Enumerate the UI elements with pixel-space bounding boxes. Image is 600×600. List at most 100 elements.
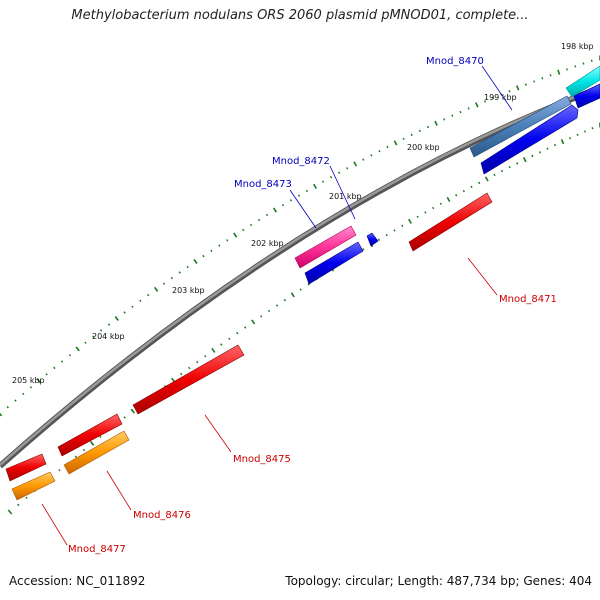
tick-mark [123,311,126,314]
tick-mark [281,203,285,207]
gene-block-mnod-8472[interactable] [304,241,364,285]
tick-mark [236,331,239,335]
tick-mark [475,102,479,108]
tick-mark [566,68,568,71]
gene-block-cyan[interactable] [565,65,600,98]
tick-mark [576,133,579,137]
tick-mark [568,136,572,140]
leader-line-mnod-8477 [41,503,68,546]
tick-mark [14,399,17,402]
tick-mark [17,503,20,507]
tick-mark [418,129,421,133]
tick-mark [583,130,587,133]
tick-mark [196,360,199,364]
tick-mark [22,392,25,396]
gene-block-mnod-8473[interactable] [294,225,357,269]
tick-mark [130,408,135,414]
tick-mark [337,171,341,174]
gene-label-mnod-8471[interactable]: Mnod_8471 [499,294,557,305]
tick-mark [560,139,565,145]
tick-mark [362,158,365,161]
gene-block-mnod-8477[interactable] [11,471,56,501]
leader-line-mnod-8470 [481,65,513,111]
tick-mark [299,288,302,291]
tick-mark [68,354,72,357]
tick-mark [139,299,142,302]
kbp-label: 202 kbp [251,239,284,248]
tick-mark [53,366,56,370]
tick-mark [484,176,489,182]
gene-label-mnod-8473[interactable]: Mnod_8473 [234,179,292,190]
tick-mark [260,315,263,318]
tick-mark [434,120,438,126]
tick-mark [123,416,126,419]
tick-mark [84,341,87,344]
tick-mark [538,151,542,154]
backbone-highlight [0,85,600,466]
tick-mark [426,125,430,129]
footer-accession: Accession: NC_011892 [9,574,146,588]
gene-block-mnod-8470[interactable] [469,95,572,158]
tick-mark [443,118,446,121]
tick-mark [467,107,470,110]
tick-mark [410,133,413,137]
tick-mark [210,249,213,252]
tick-mark [522,157,527,163]
tick-mark [378,149,381,153]
tick-mark [362,248,365,251]
tick-mark [533,80,536,83]
tick-mark [218,244,221,247]
gene-label-mnod-8470[interactable]: Mnod_8470 [426,56,484,67]
gene-label-mnod-8472[interactable]: Mnod_8472 [272,156,330,167]
tick-mark [393,140,398,146]
outer-tick-track [0,55,600,417]
tick-mark [462,189,465,193]
gene-block-red-lower[interactable] [57,413,123,457]
tick-mark [439,202,442,205]
tick-mark [290,292,295,298]
tick-mark [307,283,310,286]
tick-mark [153,286,159,292]
gene-label-mnod-8477[interactable]: Mnod_8477 [68,544,126,555]
tick-mark [483,100,487,103]
tick-mark [99,435,102,439]
tick-mark [508,90,511,93]
gene-block-blue-long[interactable] [480,104,579,175]
kbp-label: 205 kbp [12,376,45,385]
tick-mark [516,85,520,91]
tick-mark [186,265,189,269]
tick-mark [574,65,577,68]
tick-mark [75,346,80,352]
tick-mark [251,319,256,325]
tick-mark [162,282,166,285]
kbp-label: 201 kbp [329,192,362,201]
gene-block-red-small[interactable] [5,453,47,482]
gene-block-mnod-8471[interactable] [408,192,493,252]
tick-mark [546,147,549,150]
tick-mark [267,309,271,313]
tick-mark [170,276,173,280]
tick-mark [508,165,511,169]
tick-mark [531,154,534,158]
tick-mark [204,354,207,358]
tick-mark [233,232,238,238]
tick-mark [591,127,594,130]
gene-label-mnod-8475[interactable]: Mnod_8475 [233,454,291,465]
tick-mark [220,343,223,346]
gene-block-mnod-8476[interactable] [63,430,130,475]
tick-mark [385,233,388,237]
leader-line-mnod-8473 [289,189,317,229]
gene-block-blue-topright[interactable] [573,83,600,109]
tick-mark [114,316,119,321]
tick-mark [446,196,451,202]
gene-block-mnod-8475[interactable] [132,344,245,415]
tick-mark [226,239,229,242]
gene-arrow-small[interactable] [366,232,379,247]
tick-mark [451,114,454,117]
tick-mark [408,218,412,224]
tick-mark [193,259,198,265]
gene-label-mnod-8476[interactable]: Mnod_8476 [133,510,191,521]
tick-mark [25,496,28,500]
tick-mark [493,173,496,177]
tick-mark [516,162,519,165]
